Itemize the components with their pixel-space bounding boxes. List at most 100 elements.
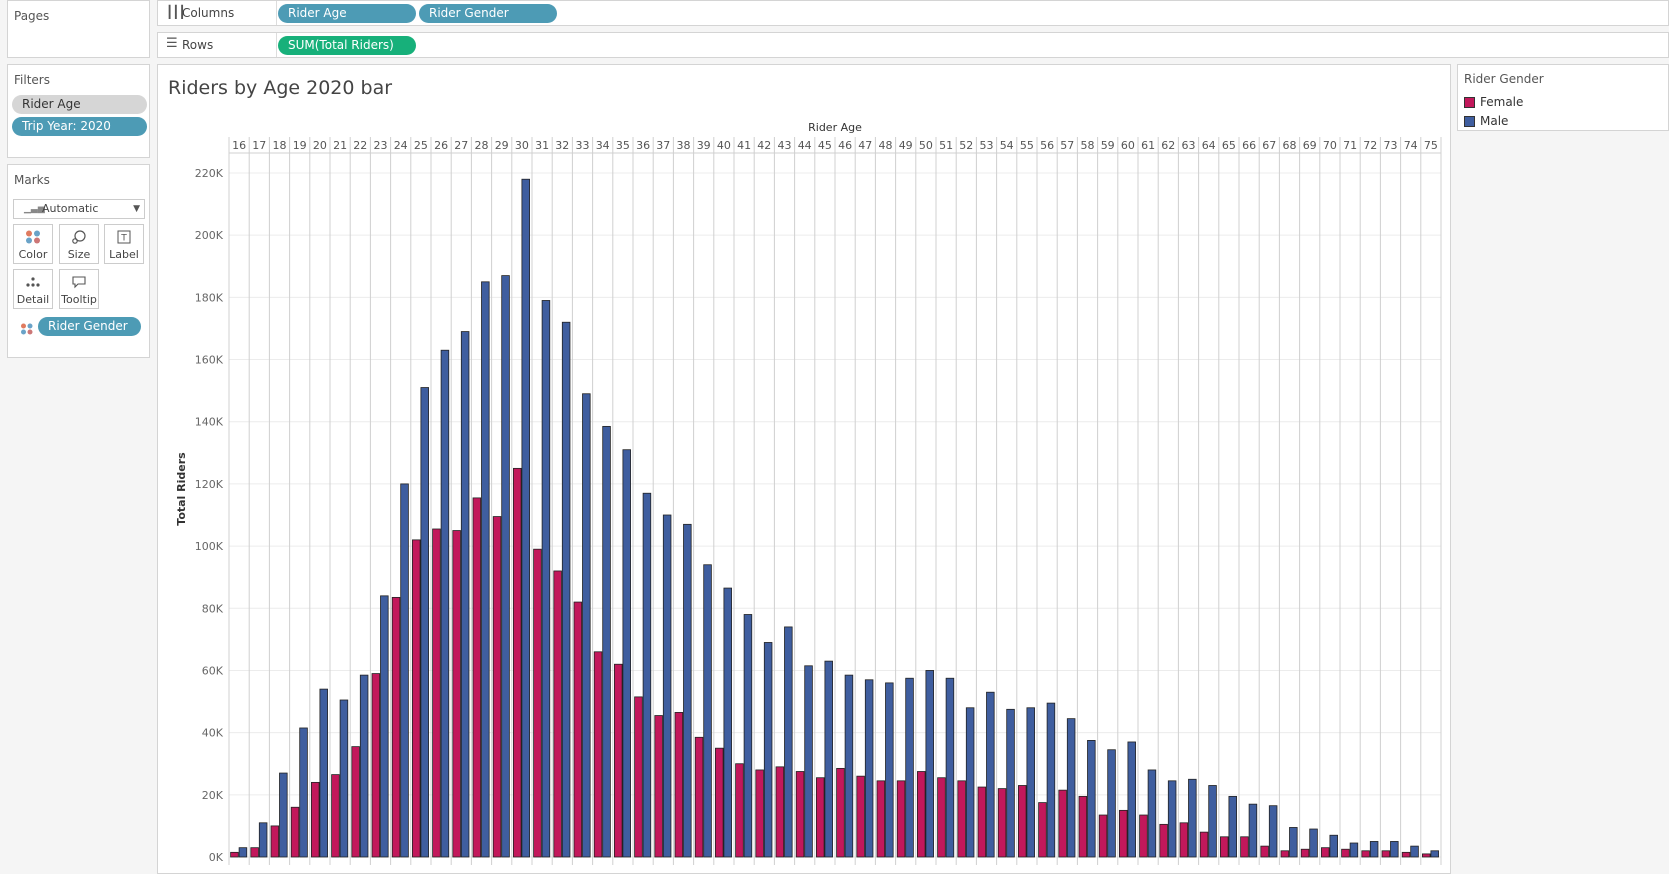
bar-male-51 xyxy=(945,677,955,858)
x-tick-label: 53 xyxy=(980,139,994,152)
bar-female-41 xyxy=(735,763,744,858)
filter-pill-rider-age[interactable]: Rider Age xyxy=(12,95,147,114)
x-tick-label: 43 xyxy=(778,139,792,152)
x-tick-label: 25 xyxy=(414,139,428,152)
tooltip-button[interactable]: Tooltip xyxy=(59,269,99,309)
x-tick-label: 44 xyxy=(798,139,812,152)
x-tick-label: 26 xyxy=(434,139,448,152)
bar-male-43 xyxy=(784,626,793,858)
bar-female-34 xyxy=(593,651,603,858)
bar-male-70 xyxy=(1329,834,1338,858)
detail-button[interactable]: Detail xyxy=(13,269,53,309)
mark-type-value: Automatic xyxy=(42,202,99,215)
columns-shelf[interactable]: ┃┃┃ Columns Rider Age Rider Gender xyxy=(157,0,1669,26)
bar-male-33 xyxy=(582,393,591,858)
bar-female-65 xyxy=(1220,836,1229,858)
x-tick-label: 67 xyxy=(1262,139,1276,152)
color-button[interactable]: Color xyxy=(13,224,53,264)
bar-female-43 xyxy=(775,766,785,858)
bar-female-18 xyxy=(270,825,280,858)
bar-male-50 xyxy=(925,670,934,858)
svg-text:T: T xyxy=(120,234,127,244)
label-button[interactable]: T Label xyxy=(104,224,144,264)
bar-male-39 xyxy=(703,564,712,858)
bar-female-42 xyxy=(755,769,764,858)
x-tick-label: 39 xyxy=(697,139,711,152)
columns-pill-rider-gender[interactable]: Rider Gender xyxy=(419,4,557,23)
bar-male-41 xyxy=(743,614,753,858)
x-tick-label: 27 xyxy=(454,139,468,152)
y-tick-label: 120K xyxy=(195,478,224,491)
size-icon xyxy=(60,230,98,248)
legend-label-female[interactable]: Female xyxy=(1480,95,1524,109)
bar-female-20 xyxy=(311,781,320,858)
columns-pill-rider-age[interactable]: Rider Age xyxy=(278,4,416,23)
bar-female-63 xyxy=(1179,822,1189,858)
filters-title: Filters xyxy=(14,73,50,87)
x-tick-label: 20 xyxy=(313,139,327,152)
rows-label: Rows xyxy=(182,38,214,52)
bar-male-64 xyxy=(1208,785,1217,858)
filter-pill-trip-year[interactable]: Trip Year: 2020 xyxy=(12,117,147,136)
color-field-icon xyxy=(20,320,34,339)
rows-shelf[interactable]: ☰ Rows SUM(Total Riders) xyxy=(157,32,1669,58)
bar-male-52 xyxy=(965,707,975,858)
bar-female-32 xyxy=(553,570,562,858)
x-tick-label: 33 xyxy=(576,139,590,152)
bar-female-69 xyxy=(1300,848,1310,858)
color-button-label: Color xyxy=(18,248,48,261)
bar-male-65 xyxy=(1228,795,1237,858)
columns-label: Columns xyxy=(182,6,235,20)
filters-card: Filters Rider Age Trip Year: 2020 xyxy=(7,64,150,158)
bar-male-44 xyxy=(804,665,813,858)
bar-female-55 xyxy=(1018,785,1027,858)
x-tick-label: 35 xyxy=(616,139,630,152)
legend-label-male[interactable]: Male xyxy=(1480,114,1509,128)
x-tick-label: 31 xyxy=(535,139,549,152)
bar-male-53 xyxy=(986,691,995,858)
bar-male-67 xyxy=(1268,805,1278,858)
bar-male-35 xyxy=(622,449,631,858)
bar-male-45 xyxy=(824,660,833,858)
x-tick-label: 30 xyxy=(515,139,529,152)
y-tick-label: 180K xyxy=(195,291,224,304)
pages-card: Pages xyxy=(7,0,150,58)
marks-pill-rider-gender[interactable]: Rider Gender xyxy=(38,317,141,336)
bar-male-42 xyxy=(763,642,773,858)
legend-card: Rider Gender Female Male xyxy=(1457,64,1669,131)
y-tick-label: 0K xyxy=(209,851,224,864)
bar-male-27 xyxy=(460,331,470,858)
x-tick-label: 57 xyxy=(1060,139,1074,152)
bar-male-73 xyxy=(1390,841,1399,858)
rows-pill-total-riders[interactable]: SUM(Total Riders) xyxy=(278,36,416,55)
mark-type-dropdown[interactable]: ▁▃▅ Automatic ▼ xyxy=(13,199,145,219)
legend-swatch-male[interactable] xyxy=(1464,116,1475,127)
legend-swatch-female[interactable] xyxy=(1464,97,1475,108)
bar-female-61 xyxy=(1139,814,1148,858)
x-tick-label: 63 xyxy=(1182,139,1196,152)
bar-female-56 xyxy=(1038,802,1047,858)
x-tick-label: 23 xyxy=(374,139,388,152)
marks-card: Marks ▁▃▅ Automatic ▼ Color Size T Label… xyxy=(7,164,150,358)
bar-female-53 xyxy=(977,786,987,858)
y-tick-label: 60K xyxy=(202,664,224,677)
size-button[interactable]: Size xyxy=(59,224,99,264)
x-tick-label: 38 xyxy=(677,139,691,152)
bar-male-72 xyxy=(1369,841,1379,858)
text-label-icon: T xyxy=(105,230,143,248)
bar-male-58 xyxy=(1087,740,1096,858)
y-tick-label: 140K xyxy=(195,416,224,429)
x-tick-label: 60 xyxy=(1121,139,1135,152)
x-tick-label: 65 xyxy=(1222,139,1236,152)
bar-female-48 xyxy=(876,780,886,858)
bar-male-63 xyxy=(1188,778,1197,858)
bar-female-52 xyxy=(957,780,966,858)
bar-male-59 xyxy=(1107,749,1116,858)
bar-male-26 xyxy=(440,349,450,858)
bar-female-73 xyxy=(1381,850,1391,858)
bar-male-46 xyxy=(844,674,854,858)
bar-male-36 xyxy=(642,492,652,858)
x-tick-label: 70 xyxy=(1323,139,1337,152)
x-tick-label: 32 xyxy=(555,139,569,152)
rows-icon: ☰ xyxy=(166,36,178,51)
